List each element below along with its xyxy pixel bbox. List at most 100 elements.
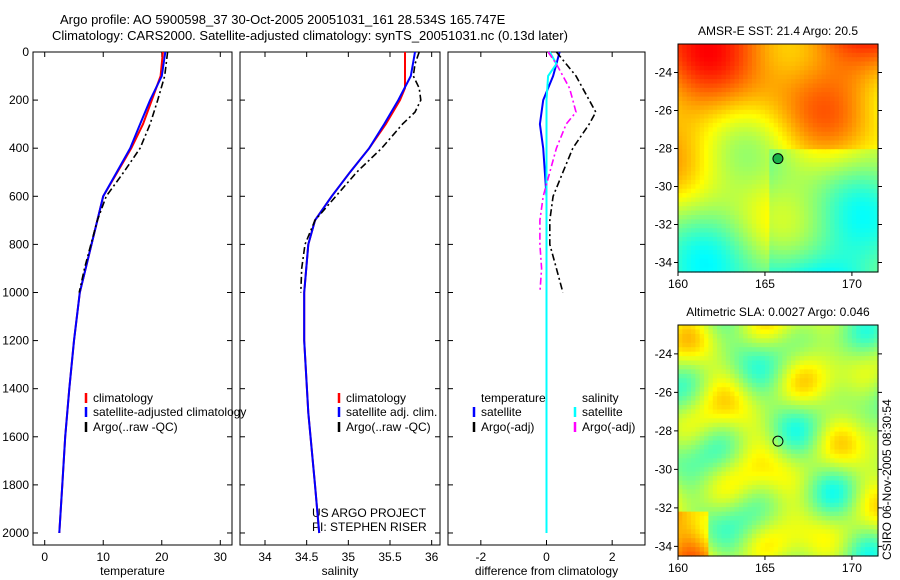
heatmap-cell — [838, 511, 844, 517]
heatmap-cell — [682, 520, 688, 526]
heatmap-cell — [678, 360, 683, 366]
heatmap-cell — [804, 44, 809, 49]
heatmap-cell — [738, 258, 744, 264]
heatmap-cell — [869, 365, 875, 370]
heatmap-cell — [730, 444, 736, 450]
heatmap-cell — [830, 201, 836, 207]
heatmap-cell — [873, 480, 879, 486]
heatmap-cell — [712, 153, 718, 159]
heatmap-cell — [704, 236, 709, 242]
heatmap-cell — [834, 166, 840, 172]
heatmap-cell — [791, 533, 796, 539]
heatmap-cell — [812, 136, 818, 142]
heatmap-cell — [743, 405, 749, 410]
heatmap-cell — [786, 356, 792, 362]
heatmap-cell — [782, 140, 788, 146]
heatmap-cell — [699, 351, 705, 357]
heatmap-cell — [830, 241, 836, 247]
heatmap-cell — [734, 149, 740, 155]
heatmap-cell — [734, 507, 740, 513]
heatmap-cell — [738, 210, 744, 216]
heatmap-cell — [795, 476, 801, 481]
heatmap-cell — [851, 382, 857, 388]
heatmap-cell — [738, 524, 744, 530]
heatmap-cell — [825, 387, 831, 393]
heatmap-cell — [704, 418, 709, 424]
heatmap-cell — [786, 511, 792, 517]
heatmap-cell — [804, 87, 809, 93]
heatmap-cell — [769, 507, 775, 513]
heatmap-cell — [786, 538, 792, 544]
heatmap-cell — [817, 409, 822, 415]
heatmap-cell — [712, 382, 718, 388]
heatmap-cell — [725, 333, 731, 339]
heatmap-cell — [678, 342, 683, 348]
heatmap-cell — [795, 201, 801, 207]
heatmap-cell — [865, 547, 870, 553]
heatmap-cell — [725, 149, 731, 155]
heatmap-cell — [778, 360, 783, 366]
heatmap-cell — [808, 158, 814, 163]
heatmap-cell — [708, 476, 714, 481]
heatmap-cell — [843, 431, 849, 437]
heatmap-cell — [695, 467, 701, 473]
heatmap-cell — [699, 547, 705, 553]
heatmap-cell — [778, 267, 783, 273]
heatmap-cell — [717, 511, 722, 517]
heatmap-cell — [756, 144, 762, 150]
heatmap-cell — [765, 489, 770, 495]
heatmap-cell — [699, 131, 705, 137]
heatmap-cell — [751, 480, 757, 486]
heatmap-cell — [817, 387, 822, 393]
heatmap-cell — [873, 476, 879, 481]
heatmap-cell — [856, 162, 862, 168]
heatmap-cell — [799, 241, 805, 247]
heatmap-cell — [708, 489, 714, 495]
heatmap-cell — [843, 263, 849, 269]
heatmap-cell — [678, 516, 683, 521]
heatmap-cell — [734, 409, 740, 415]
heatmap-cell — [699, 498, 705, 504]
heatmap-cell — [791, 48, 796, 54]
heatmap-cell — [847, 201, 853, 207]
heatmap-cell — [699, 254, 705, 260]
heatmap-cell — [786, 201, 792, 207]
heatmap-cell — [712, 498, 718, 504]
heatmap-cell — [734, 498, 740, 504]
heatmap-cell — [812, 378, 818, 384]
heatmap-cell — [795, 329, 801, 335]
heatmap-cell — [699, 215, 705, 220]
heatmap-cell — [756, 351, 762, 357]
heatmap-cell — [843, 206, 849, 212]
heatmap-cell — [804, 418, 809, 424]
heatmap-cell — [695, 440, 701, 446]
heatmap-cell — [730, 453, 736, 459]
heatmap-cell — [821, 493, 827, 499]
heatmap-cell — [860, 118, 866, 124]
heatmap-cell — [851, 228, 857, 234]
heatmap-cell — [678, 87, 683, 93]
heatmap-cell — [725, 547, 731, 553]
heatmap-cell — [830, 83, 836, 89]
heatmap-cell — [795, 436, 801, 442]
heatmap-cell — [851, 422, 857, 428]
heatmap-cell — [808, 405, 814, 410]
heatmap-cell — [860, 70, 866, 76]
heatmap-cell — [712, 245, 718, 251]
heatmap-cell — [865, 201, 870, 207]
heatmap-cell — [869, 533, 875, 539]
heatmap-cell — [830, 405, 836, 410]
heatmap-cell — [704, 96, 709, 102]
heatmap-cell — [799, 449, 805, 455]
heatmap-cell — [821, 263, 827, 269]
heatmap-cell — [769, 378, 775, 384]
heatmap-cell — [856, 542, 862, 548]
heatmap-cell — [817, 87, 822, 93]
heatmap-cell — [773, 122, 779, 128]
heatmap-cell — [830, 136, 836, 142]
heatmap-cell — [865, 471, 870, 477]
heatmap-cell — [747, 92, 753, 98]
heatmap-cell — [678, 405, 683, 410]
heatmap-cell — [782, 413, 788, 419]
heatmap-cell — [760, 144, 766, 150]
